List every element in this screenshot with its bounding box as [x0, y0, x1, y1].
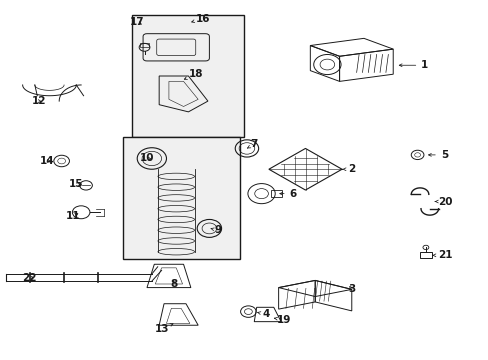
Text: 20: 20	[434, 197, 452, 207]
Bar	[132, 15, 244, 137]
Text: 3: 3	[347, 284, 355, 294]
Text: 21: 21	[432, 250, 452, 260]
Text: 11: 11	[65, 211, 80, 221]
Text: 8: 8	[170, 279, 177, 289]
Text: 7: 7	[247, 139, 257, 149]
Text: 15: 15	[69, 179, 83, 189]
Text: 18: 18	[184, 69, 203, 80]
Text: 13: 13	[154, 324, 173, 334]
Bar	[122, 137, 239, 259]
Text: 2: 2	[342, 164, 355, 174]
Bar	[419, 252, 431, 258]
Text: 16: 16	[191, 14, 210, 24]
Text: 10: 10	[140, 153, 154, 163]
Text: 19: 19	[274, 315, 291, 325]
Text: 14: 14	[40, 156, 54, 166]
Text: 17: 17	[130, 17, 144, 27]
Text: 9: 9	[211, 225, 221, 235]
Bar	[271, 190, 282, 197]
Text: 6: 6	[279, 189, 296, 199]
Text: 22: 22	[21, 273, 36, 283]
Text: 5: 5	[427, 150, 447, 160]
Text: 1: 1	[399, 60, 427, 70]
Bar	[140, 43, 149, 47]
FancyBboxPatch shape	[157, 39, 195, 55]
Text: 4: 4	[257, 310, 269, 319]
Text: 12: 12	[31, 96, 46, 106]
